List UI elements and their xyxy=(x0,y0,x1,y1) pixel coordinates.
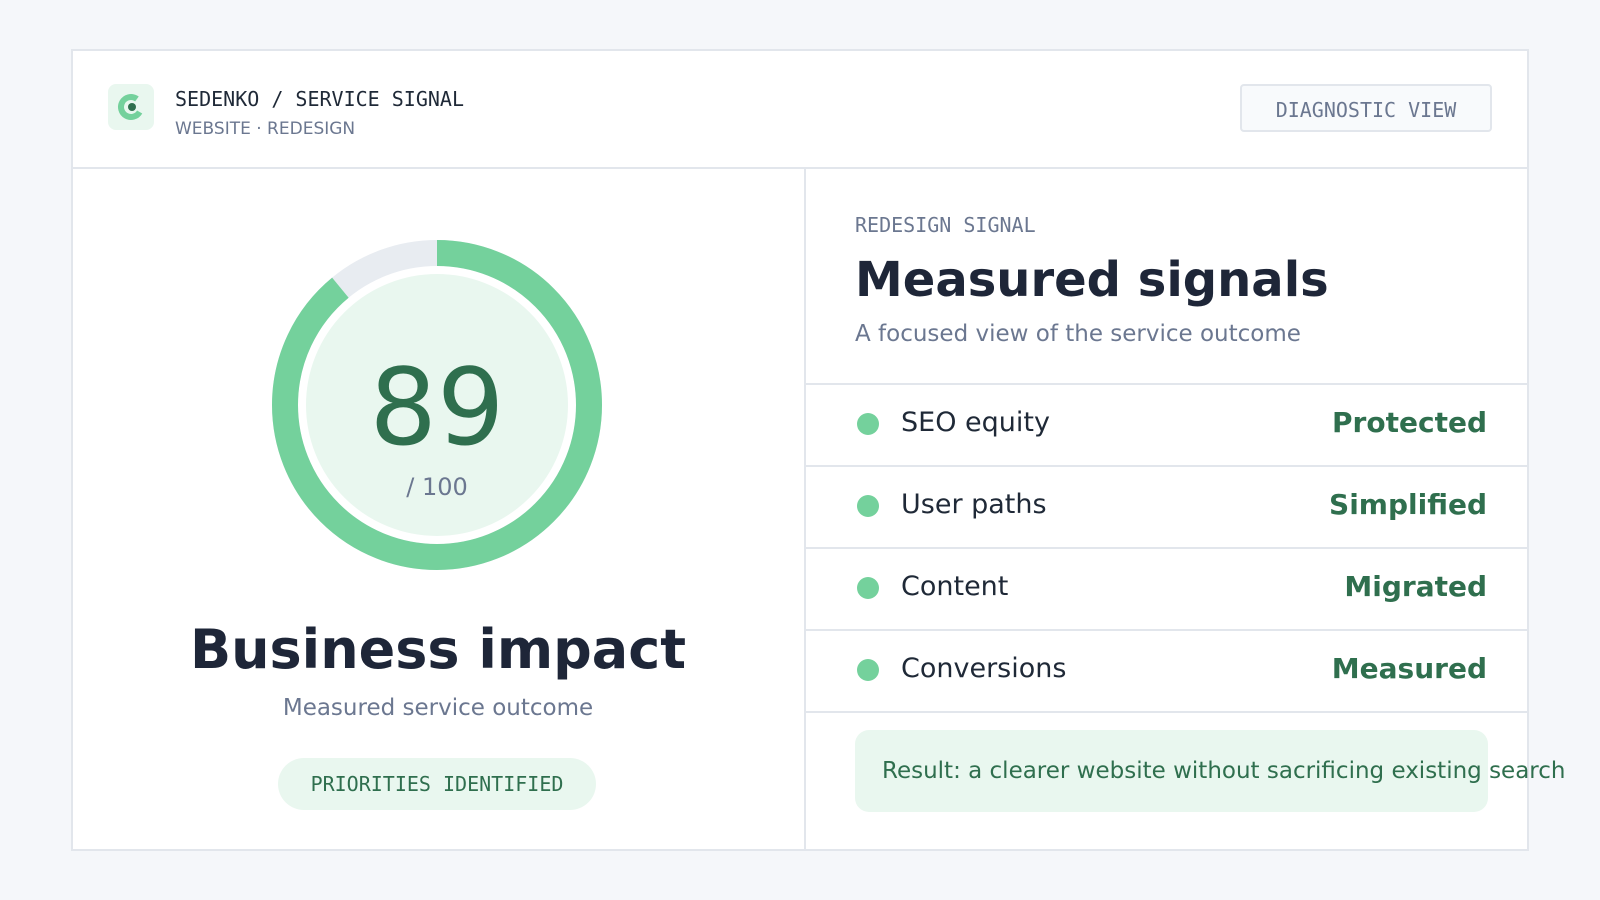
status-dot xyxy=(857,413,879,435)
logo xyxy=(108,84,154,130)
signal-status: Migrated xyxy=(1344,570,1487,603)
badge: PRIORITIES IDENTIFIED xyxy=(278,758,596,810)
signal-label: SEO equity xyxy=(901,407,1050,438)
signal-row: User paths Simplified xyxy=(805,465,1527,547)
status-dot xyxy=(857,495,879,517)
signals-title: Measured signals xyxy=(855,252,1329,308)
score-value: 89 xyxy=(369,346,505,469)
signal-label: Conversions xyxy=(901,653,1067,684)
diagnostic-view-button[interactable]: DIAGNOSTIC VIEW xyxy=(1240,84,1492,132)
signal-row: Conversions Measured xyxy=(805,629,1527,711)
status-dot xyxy=(857,659,879,681)
brand: SEDENKO / SERVICE SIGNAL xyxy=(175,87,464,111)
status-dot xyxy=(857,577,879,599)
rows-bottom-line xyxy=(805,711,1527,713)
result-text: Result: a clearer website without sacrif… xyxy=(882,758,1566,784)
eyebrow: REDESIGN SIGNAL xyxy=(855,213,1036,237)
gauge-arc xyxy=(272,240,602,570)
gauge xyxy=(272,240,602,570)
header-divider xyxy=(71,167,1529,169)
signal-row: SEO equity Protected xyxy=(805,383,1527,465)
score-max: / 100 xyxy=(406,473,468,501)
gauge-inner xyxy=(300,268,574,542)
signal-label: User paths xyxy=(901,489,1047,520)
impact-title: Business impact xyxy=(189,618,687,681)
impact-subtitle: Measured service outcome xyxy=(282,695,594,721)
signal-label: Content xyxy=(901,571,1009,602)
signal-row: Content Migrated xyxy=(805,547,1527,629)
signal-status: Measured xyxy=(1331,652,1487,685)
signal-status: Simplified xyxy=(1329,488,1487,521)
signal-status: Protected xyxy=(1332,406,1487,439)
panel-divider xyxy=(804,168,806,850)
logo-icon xyxy=(118,94,144,120)
brand-subtitle: WEBSITE · REDESIGN xyxy=(175,119,356,139)
signals-subtitle: A focused view of the service outcome xyxy=(855,321,1301,347)
result-box xyxy=(855,730,1488,812)
